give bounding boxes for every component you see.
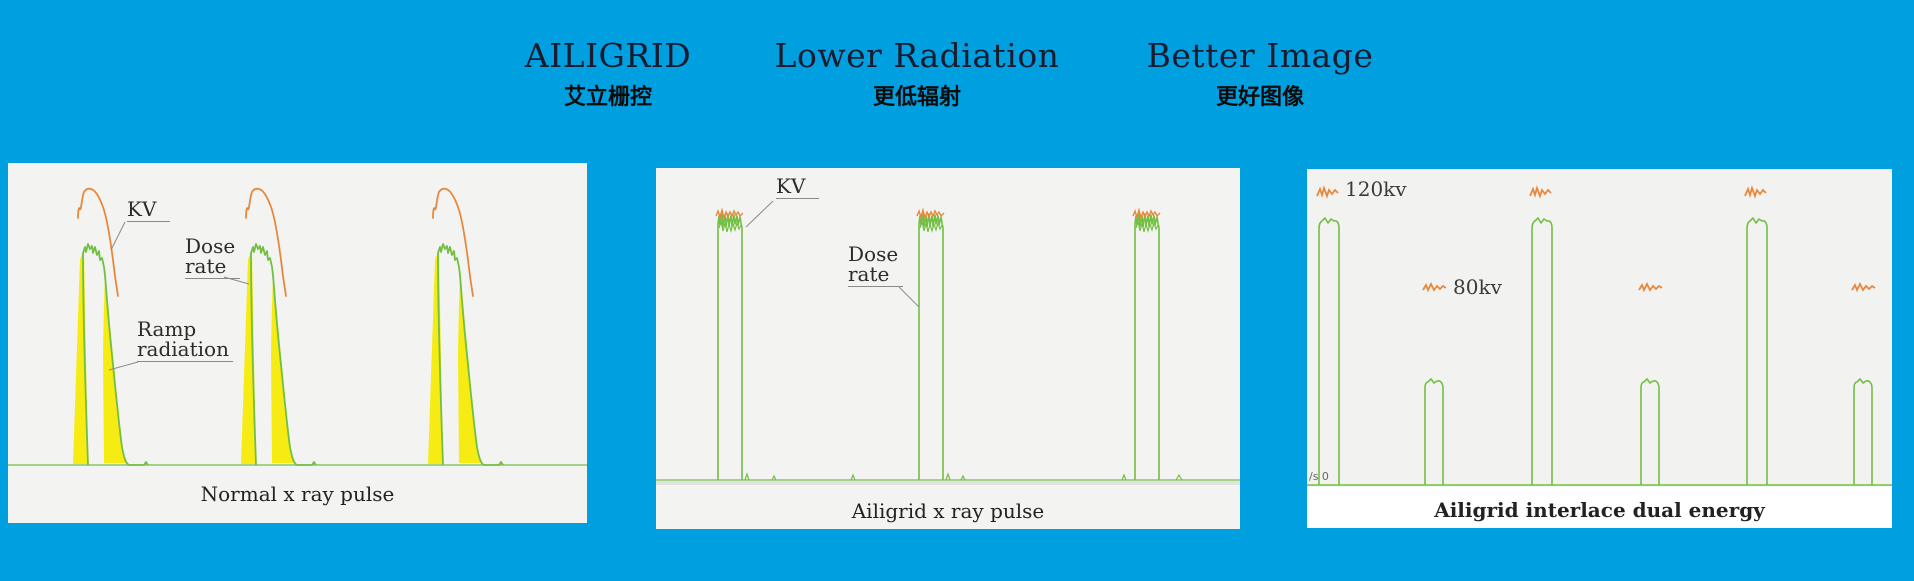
kv-pointer-line [110,221,126,251]
header-col-lower-radiation: Lower Radiation 更低辐射 [747,36,1087,111]
panel-caption: Ailigrid interlace dual energy [1434,498,1765,522]
dose-rate-pointer-line [898,286,920,308]
subtitle-ailigrid-zh: 艾立栅控 [563,84,652,111]
subtitle-better-image-zh: 更好图像 [1215,84,1304,111]
kv-label: KV [776,176,820,199]
baseline-shadow [656,481,1240,485]
dose-rate-label: Dose rate [848,244,904,287]
title-ailigrid: AILIGRID [524,36,692,75]
ailigrid-pulse-chart [656,200,1240,485]
kv-pointer-line [745,200,774,228]
panel-caption: Normal x ray pulse [200,482,395,506]
panel-normal-xray-pulse: KV Dose rate Ramp radiation Normal x ray… [8,163,587,523]
ramp-radiation-label: Ramp radiation [137,319,233,362]
title-better-image: Better Image [1146,36,1374,75]
axis-remnant-text: /s 0 [1309,470,1329,483]
kv80-label: 80kv [1453,275,1502,299]
kv120-label: 120kv [1345,177,1407,201]
header-col-ailigrid: AILIGRID 艾立栅控 [438,36,778,111]
dose-rate-label: Dose rate [185,236,241,279]
baseline-spikes [744,472,1183,481]
normal-pulse-chart [8,187,587,466]
dual-energy-chart [1307,169,1892,487]
header-col-better-image: Better Image 更好图像 [1090,36,1430,111]
ramp-pointer-line [108,361,139,371]
title-lower-radiation: Lower Radiation [774,36,1060,75]
panel-interlace-dual-energy: 120kv 80kv /s 0 Ailigrid interlace dual … [1307,169,1892,528]
kv-label: KV [127,199,171,222]
subtitle-lower-radiation-zh: 更低辐射 [872,84,961,111]
panel-caption: Ailigrid x ray pulse [851,499,1045,523]
plot-area [1307,169,1892,487]
panel-ailigrid-xray-pulse: KV Dose rate Ailigrid x ray pulse [656,168,1240,529]
